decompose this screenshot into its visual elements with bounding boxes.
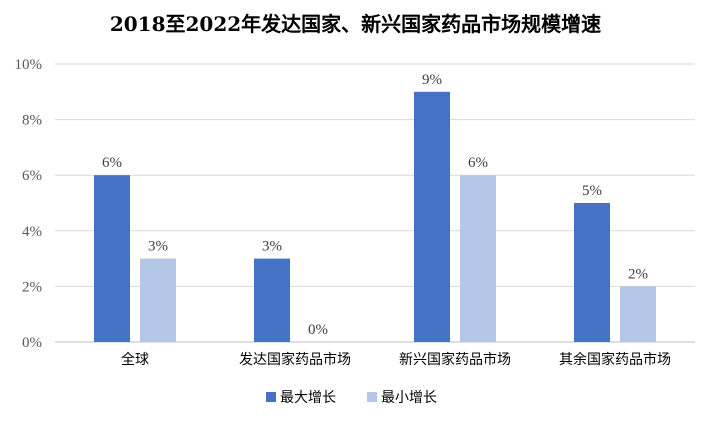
bar-max	[574, 203, 610, 342]
y-tick-label: 0%	[22, 335, 42, 351]
y-tick-label: 4%	[22, 224, 42, 240]
bar-max	[414, 91, 450, 342]
data-label: 0%	[308, 322, 328, 338]
bar-min	[620, 286, 656, 342]
data-label: 3%	[148, 239, 168, 255]
legend-swatch	[367, 392, 377, 402]
data-label: 6%	[102, 155, 122, 171]
bars	[94, 91, 656, 342]
bar-min	[460, 175, 496, 342]
chart-title: 2018至2022年发达国家、新兴国家药品市场规模增速	[109, 12, 602, 36]
bar-max	[94, 175, 130, 342]
y-tick-label: 2%	[22, 279, 42, 295]
x-category-label: 其余国家药品市场	[559, 351, 671, 368]
bar-min	[140, 258, 176, 342]
y-tick-label: 10%	[15, 57, 43, 73]
data-label: 3%	[262, 239, 282, 255]
y-axis-ticks: 0% 2% 4% 6% 8% 10%	[15, 57, 43, 351]
data-label: 2%	[628, 266, 648, 282]
data-labels: 6% 3% 3% 0% 9% 6% 5% 2%	[102, 72, 648, 338]
legend: 最大增长 最小增长	[266, 390, 437, 406]
x-axis-categories: 全球 发达国家药品市场 新兴国家药品市场 其余国家药品市场	[121, 351, 671, 368]
data-label: 5%	[582, 183, 602, 199]
legend-label: 最大增长	[280, 390, 336, 406]
bar-max	[254, 258, 290, 342]
legend-swatch	[266, 392, 276, 402]
x-category-label: 发达国家药品市场	[239, 351, 351, 368]
legend-label: 最小增长	[381, 390, 437, 406]
x-category-label: 全球	[121, 351, 149, 368]
data-label: 9%	[422, 72, 442, 88]
x-category-label: 新兴国家药品市场	[399, 351, 511, 368]
y-tick-label: 6%	[22, 168, 42, 184]
data-label: 6%	[468, 155, 488, 171]
y-tick-label: 8%	[22, 113, 42, 129]
